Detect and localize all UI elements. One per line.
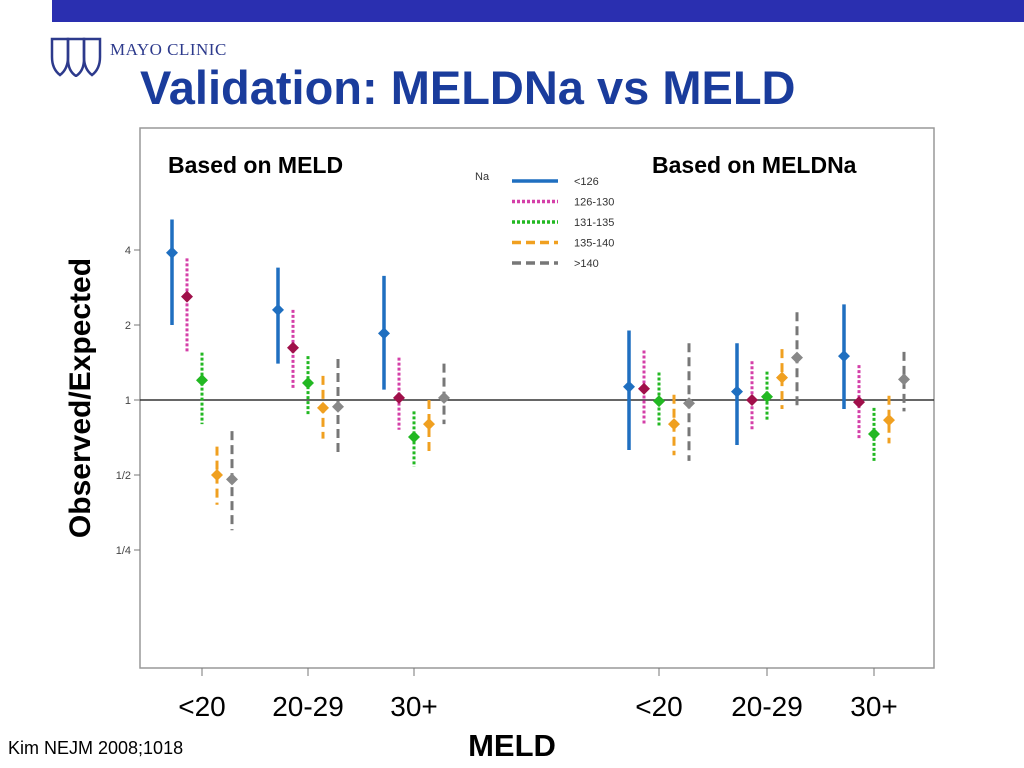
shield-logo-icon bbox=[50, 37, 102, 77]
plot-frame bbox=[139, 127, 935, 669]
y-axis: 1/4 1/2 1 2 4 bbox=[116, 245, 140, 557]
x-tick-label: 30+ bbox=[390, 691, 438, 722]
point-marker bbox=[791, 351, 803, 364]
legend: Na <126 126-130 131-135 135-140 >140 bbox=[475, 171, 614, 270]
point-marker bbox=[623, 380, 635, 393]
x-tick-label: 20-29 bbox=[272, 691, 344, 722]
legend-label: 131-135 bbox=[574, 217, 614, 229]
x-tick-label: 30+ bbox=[850, 691, 898, 722]
logo-text: MAYO CLINIC bbox=[110, 40, 227, 59]
legend-label: 126-130 bbox=[574, 197, 614, 209]
y-tick-label: 1/2 bbox=[116, 470, 131, 482]
x-tick-label: <20 bbox=[178, 691, 226, 722]
point-marker bbox=[438, 391, 450, 404]
point-marker bbox=[226, 473, 238, 486]
point-marker bbox=[302, 377, 314, 390]
y-tick-label: 2 bbox=[125, 320, 131, 332]
point-marker bbox=[883, 414, 895, 427]
point-marker bbox=[332, 400, 344, 413]
point-marker bbox=[653, 395, 665, 408]
point-marker bbox=[898, 373, 910, 386]
legend-label: 135-140 bbox=[574, 238, 614, 250]
point-marker bbox=[731, 385, 743, 398]
point-marker bbox=[211, 469, 223, 481]
data-marks bbox=[166, 219, 910, 531]
x-tick-label: <20 bbox=[635, 691, 683, 722]
point-marker bbox=[166, 246, 178, 259]
point-marker bbox=[181, 290, 193, 303]
point-marker bbox=[668, 418, 680, 431]
x-tick-label: 20-29 bbox=[731, 691, 803, 722]
x-axis: <20 20-29 30+ <20 20-29 30+ bbox=[178, 668, 898, 722]
slide-title: Validation: MELDNa vs MELD bbox=[140, 61, 796, 114]
y-tick-label: 4 bbox=[125, 245, 131, 257]
point-marker bbox=[638, 382, 650, 395]
x-axis-label: MELD bbox=[468, 728, 556, 763]
point-marker bbox=[853, 396, 865, 409]
panel-title-meld: Based on MELD bbox=[168, 152, 343, 178]
point-marker bbox=[683, 397, 695, 410]
point-marker bbox=[408, 431, 420, 444]
y-tick-label: 1/4 bbox=[116, 545, 131, 557]
mayo-clinic-logo: MAYO CLINIC bbox=[50, 35, 227, 77]
panel-title-meldna: Based on MELDNa bbox=[652, 152, 857, 178]
point-marker bbox=[287, 341, 299, 354]
y-axis-label: Observed/Expected bbox=[64, 258, 97, 538]
point-marker bbox=[776, 371, 788, 384]
legend-label: <126 bbox=[574, 176, 599, 188]
point-marker bbox=[272, 303, 284, 316]
point-marker bbox=[378, 327, 390, 340]
point-marker bbox=[196, 374, 208, 387]
top-accent-bar bbox=[52, 0, 1024, 22]
legend-title: Na bbox=[475, 171, 490, 183]
point-marker bbox=[393, 391, 405, 404]
citation: Kim NEJM 2008;1018 bbox=[8, 738, 184, 758]
point-marker bbox=[838, 350, 850, 363]
point-marker bbox=[868, 428, 880, 441]
point-marker bbox=[746, 394, 758, 406]
point-marker bbox=[423, 418, 435, 431]
point-marker bbox=[317, 401, 329, 414]
y-tick-label: 1 bbox=[125, 395, 131, 407]
point-marker bbox=[761, 390, 773, 403]
legend-label: >140 bbox=[574, 258, 599, 270]
